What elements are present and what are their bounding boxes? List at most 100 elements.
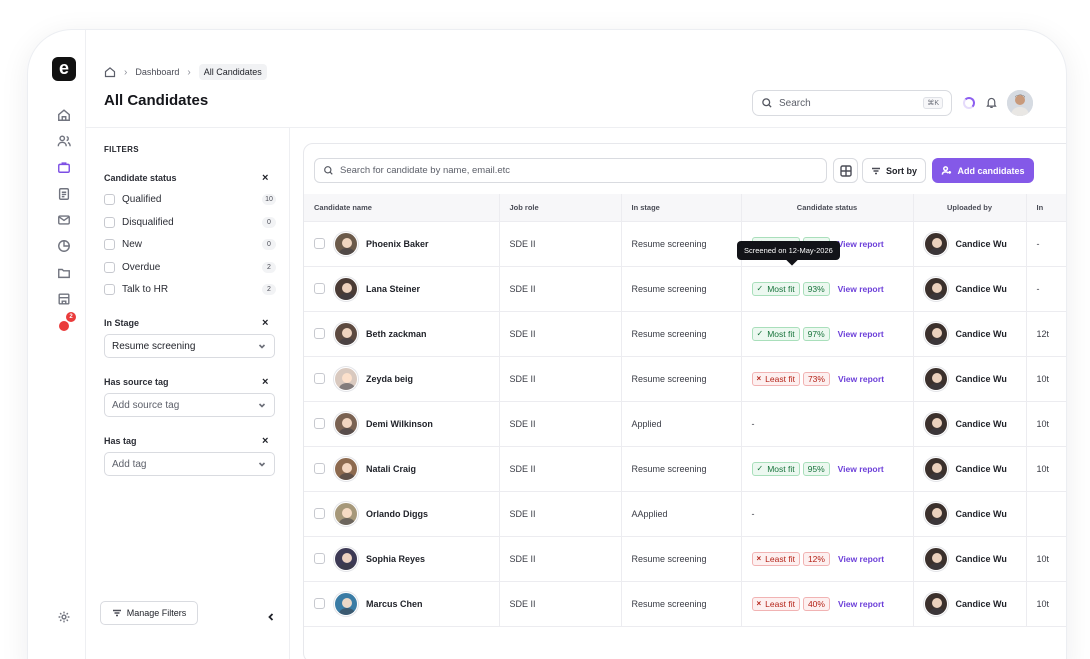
- candidate-name[interactable]: Lana Steiner: [366, 283, 421, 294]
- table-row[interactable]: Beth zackman SDE II Resume screening ✓ Most …: [304, 311, 1066, 357]
- home-icon[interactable]: [104, 66, 116, 78]
- view-report-link[interactable]: View report: [837, 328, 884, 339]
- notification-icon[interactable]: 2: [55, 312, 76, 335]
- fit-score: 12%: [802, 551, 830, 566]
- table-row[interactable]: Lana Steiner SDE II Resume screening ✓ Most …: [304, 266, 1066, 312]
- mail-icon[interactable]: [55, 211, 73, 229]
- candidate-search-input[interactable]: Search for candidate by name, email.etc: [314, 158, 827, 183]
- row-checkbox[interactable]: [314, 553, 325, 564]
- check-icon: ✓: [756, 284, 764, 293]
- view-report-link[interactable]: View report: [837, 283, 884, 294]
- col-job-role[interactable]: Job role: [499, 194, 622, 222]
- app-logo[interactable]: e: [52, 57, 76, 81]
- document-icon[interactable]: [55, 185, 73, 203]
- col-candidate-status[interactable]: Candidate status: [741, 194, 914, 222]
- tag-select[interactable]: Add tag: [104, 452, 275, 476]
- row-checkbox[interactable]: [314, 598, 325, 609]
- clear-in-stage-icon[interactable]: ×: [262, 317, 269, 329]
- candidate-name[interactable]: Marcus Chen: [366, 598, 423, 609]
- candidate-name[interactable]: Orlando Diggs: [366, 508, 429, 519]
- checkbox[interactable]: [104, 239, 115, 250]
- candidate-name[interactable]: Demi Wilkinson: [366, 418, 433, 429]
- uploader-avatar: [923, 411, 948, 436]
- home-icon[interactable]: [55, 106, 73, 124]
- col-in-stage[interactable]: In stage: [621, 194, 742, 222]
- view-report-link[interactable]: View report: [837, 463, 884, 474]
- status-option-disqualified[interactable]: Disqualified 0: [104, 217, 276, 228]
- status-option-count: 0: [262, 239, 276, 250]
- status-option-overdue[interactable]: Overdue 2: [104, 262, 276, 273]
- col-extra[interactable]: In: [1026, 194, 1066, 222]
- add-candidates-button[interactable]: Add candidates: [932, 158, 1034, 183]
- view-report-link[interactable]: View report: [837, 553, 885, 564]
- row-checkbox[interactable]: [314, 418, 325, 429]
- status-option-label: Talk to HR: [122, 284, 169, 295]
- candidate-status: ✓ Most fit 95% View report: [751, 461, 903, 476]
- status-option-new[interactable]: New 0: [104, 239, 276, 250]
- table-row[interactable]: Demi Wilkinson SDE II Applied - Candice Wu 10…: [304, 401, 1066, 447]
- checkbox[interactable]: [104, 217, 115, 228]
- col-candidate-name[interactable]: Candidate name: [304, 194, 500, 222]
- global-search-input[interactable]: Search ⌘K: [752, 90, 952, 116]
- layout-toggle-button[interactable]: [833, 158, 858, 183]
- settings-icon[interactable]: [55, 608, 73, 626]
- row-checkbox[interactable]: [314, 463, 325, 474]
- checkbox[interactable]: [104, 284, 115, 295]
- table-row[interactable]: Zeyda beig SDE II Resume screening × Least f…: [304, 356, 1066, 402]
- view-report-link[interactable]: View report: [837, 598, 885, 609]
- row-checkbox[interactable]: [314, 283, 325, 294]
- candidate-search-placeholder: Search for candidate by name, email.etc: [340, 165, 511, 176]
- user-avatar[interactable]: [1007, 90, 1033, 116]
- view-report-link[interactable]: View report: [837, 373, 885, 384]
- bell-icon[interactable]: [985, 96, 998, 109]
- status-option-talk-to-hr[interactable]: Talk to HR 2: [104, 284, 276, 295]
- uploader-name: Candice Wu: [955, 508, 1007, 519]
- breadcrumb-current: All Candidates: [198, 64, 267, 80]
- table-row[interactable]: Marcus Chen SDE II Resume screening × Least …: [304, 581, 1066, 627]
- cell-job-role: SDE II: [499, 491, 622, 537]
- cell-uploaded-by: Candice Wu: [913, 311, 1027, 357]
- users-icon[interactable]: [55, 132, 73, 150]
- in-stage-select[interactable]: Resume screening: [104, 334, 275, 358]
- row-checkbox[interactable]: [314, 328, 325, 339]
- cell-uploaded-by: Candice Wu: [913, 401, 1027, 447]
- folder-icon[interactable]: [55, 264, 73, 282]
- sort-button[interactable]: Sort by: [862, 158, 926, 183]
- grid-icon: [839, 164, 852, 177]
- clear-tag-icon[interactable]: ×: [262, 435, 269, 447]
- table-row[interactable]: Natali Craig SDE II Resume screening ✓ Most …: [304, 446, 1066, 492]
- candidate-name[interactable]: Beth zackman: [366, 328, 427, 339]
- clear-source-tag-icon[interactable]: ×: [262, 376, 269, 388]
- uploader-avatar: [923, 501, 948, 526]
- breadcrumb-dashboard[interactable]: Dashboard: [135, 67, 180, 77]
- uploader-avatar: [923, 456, 948, 481]
- pie-chart-icon[interactable]: [55, 237, 73, 255]
- cell-candidate: Phoenix Baker: [304, 221, 500, 267]
- fit-label: Least fit: [765, 373, 795, 384]
- manage-filters-label: Manage Filters: [126, 608, 187, 618]
- candidate-name[interactable]: Phoenix Baker: [366, 238, 429, 249]
- status-option-qualified[interactable]: Qualified 10: [104, 194, 276, 205]
- row-checkbox[interactable]: [314, 508, 325, 519]
- collapse-panel-icon[interactable]: [266, 609, 276, 621]
- uploader-avatar: [923, 546, 948, 571]
- briefcase-icon[interactable]: [55, 158, 73, 176]
- source-tag-select[interactable]: Add source tag: [104, 393, 275, 417]
- view-report-link[interactable]: View report: [837, 238, 884, 249]
- candidate-name[interactable]: Zeyda beig: [366, 373, 414, 384]
- row-checkbox[interactable]: [314, 373, 325, 384]
- candidate-name[interactable]: Sophia Reyes: [366, 553, 426, 564]
- clear-candidate-status-icon[interactable]: ×: [262, 172, 269, 184]
- checkbox[interactable]: [104, 262, 115, 273]
- candidate-name[interactable]: Natali Craig: [366, 463, 417, 474]
- cell-job-role: SDE II: [499, 266, 622, 312]
- nav-rail: e 2: [28, 30, 86, 659]
- checkbox[interactable]: [104, 194, 115, 205]
- table-row[interactable]: Orlando Diggs SDE II AApplied - Candice Wu: [304, 491, 1066, 537]
- col-uploaded-by[interactable]: Uploaded by: [913, 194, 1027, 222]
- table-row[interactable]: Sophia Reyes SDE II Resume screening × Least…: [304, 536, 1066, 582]
- manage-filters-button[interactable]: Manage Filters: [100, 601, 198, 625]
- building-icon[interactable]: [55, 290, 73, 308]
- row-checkbox[interactable]: [314, 238, 325, 249]
